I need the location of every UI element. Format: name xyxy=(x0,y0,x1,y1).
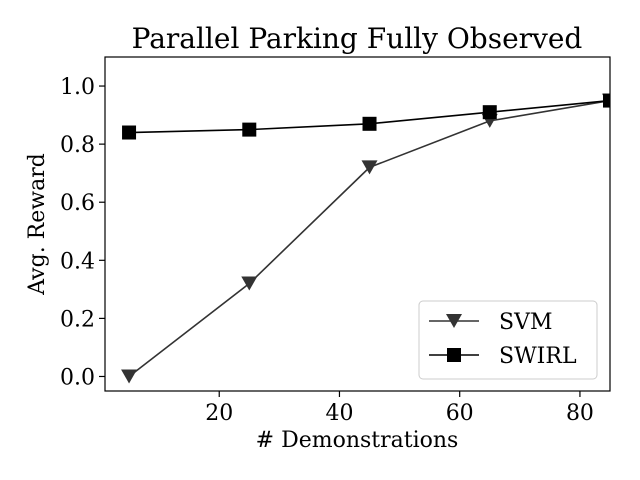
data-point-svm xyxy=(241,276,258,291)
legend-label-swirl: SWIRL xyxy=(499,344,577,369)
data-point-swirl xyxy=(482,105,497,120)
y-axis: 0.0 0.2 0.4 0.6 0.8 1.0 xyxy=(60,75,105,390)
legend-marker-swirl xyxy=(447,348,461,362)
data-point-swirl xyxy=(603,93,610,108)
y-tick-label: 0.2 xyxy=(60,307,95,332)
data-point-svm xyxy=(121,369,138,384)
series-layer xyxy=(121,93,610,384)
x-tick-label: 60 xyxy=(446,401,474,426)
x-tick-label: 80 xyxy=(566,401,594,426)
x-axis: 20 40 60 80 xyxy=(205,391,594,426)
y-tick-label: 1.0 xyxy=(60,75,95,100)
y-tick-label: 0.4 xyxy=(60,249,95,274)
y-tick-label: 0.0 xyxy=(60,365,95,390)
y-axis-label: Avg. Reward xyxy=(25,153,50,296)
y-tick-label: 0.6 xyxy=(60,191,95,216)
data-point-swirl xyxy=(362,116,377,131)
legend-marker-svm xyxy=(446,314,462,328)
chart-title: Parallel Parking Fully Observed xyxy=(132,22,583,55)
plot-frame xyxy=(104,56,611,392)
x-axis-label: # Demonstrations xyxy=(256,428,459,453)
x-tick-label: 40 xyxy=(325,401,353,426)
data-point-swirl xyxy=(122,125,137,140)
legend-label-svm: SVM xyxy=(499,310,553,335)
data-point-swirl xyxy=(242,122,257,137)
y-tick-label: 0.8 xyxy=(60,133,95,158)
x-tick-label: 20 xyxy=(205,401,233,426)
data-point-svm xyxy=(361,160,378,175)
legend: SVM SWIRL xyxy=(418,300,598,380)
